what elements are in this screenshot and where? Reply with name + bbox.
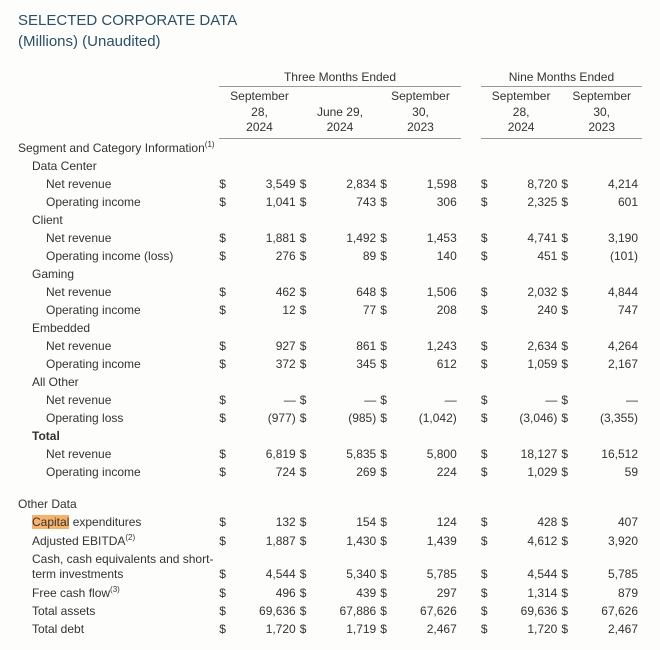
table-row: Net revenue $927 $861 $1,243 $2,634 $4,2…	[18, 337, 642, 355]
financial-table: Three Months Ended Nine Months Ended Sep…	[18, 68, 642, 638]
table-row: Net revenue $6,819 $5,835 $5,800 $18,127…	[18, 445, 642, 463]
table-row: Data Center	[18, 157, 642, 175]
table-row: Net revenue $462 $648 $1,506 $2,032 $4,8…	[18, 283, 642, 301]
capex-label: Capital expenditures	[18, 513, 219, 531]
table-row: Operating income $1,041 $743 $306 $2,325…	[18, 193, 642, 211]
table-row: Net revenue $1,881 $1,492 $1,453 $4,741 …	[18, 229, 642, 247]
table-row: Capital expenditures $132 $154 $124 $428…	[18, 513, 642, 531]
table-row: Embedded	[18, 319, 642, 337]
table-row: Total assets $69,636 $67,886 $67,626 $69…	[18, 602, 642, 620]
group-nine-months: Nine Months Ended	[481, 68, 642, 87]
table-row: Operating income $724 $269 $224 $1,029 $…	[18, 463, 642, 481]
table-column-header-row: September28,2024 June 29,2024 September3…	[18, 87, 642, 139]
col-head-2: June 29,2024	[300, 87, 380, 139]
table-row: Operating loss $(977) $(985) $(1,042) $(…	[18, 409, 642, 427]
other-data-heading: Other Data	[18, 495, 219, 513]
page-subtitle: (Millions) (Unaudited)	[18, 33, 642, 50]
table-row: Segment and Category Information(1)	[18, 138, 642, 157]
table-row: Cash, cash equivalents and short-term in…	[18, 550, 642, 583]
table-row: Operating income $372 $345 $612 $1,059 $…	[18, 355, 642, 373]
col-head-3: September30,2023	[380, 87, 461, 139]
page-title: SELECTED CORPORATE DATA	[18, 12, 642, 29]
table-row: Operating income $12 $77 $208 $240 $747	[18, 301, 642, 319]
col-head-5: September30,2023	[561, 87, 642, 139]
table-row: Client	[18, 211, 642, 229]
col-head-4: September28,2024	[481, 87, 561, 139]
table-row: Operating income (loss) $276 $89 $140 $4…	[18, 247, 642, 265]
table-row: Total debt $1,720 $1,719 $2,467 $1,720 $…	[18, 620, 642, 638]
table-row: Free cash flow(3) $496 $439 $297 $1,314 …	[18, 583, 642, 602]
table-row: All Other	[18, 373, 642, 391]
segment-heading: Segment and Category Information(1)	[18, 138, 219, 157]
table-row: Adjusted EBITDA(2) $1,887 $1,430 $1,439 …	[18, 531, 642, 550]
table-row: Net revenue $— $— $— $— $—	[18, 391, 642, 409]
table-row: Gaming	[18, 265, 642, 283]
group-three-months: Three Months Ended	[219, 68, 461, 87]
table-row: Net revenue $3,549 $2,834 $1,598 $8,720 …	[18, 175, 642, 193]
table-row: Other Data	[18, 495, 642, 513]
table-row: Total	[18, 427, 642, 445]
table-group-header-row: Three Months Ended Nine Months Ended	[18, 68, 642, 87]
col-head-1: September28,2024	[219, 87, 299, 139]
